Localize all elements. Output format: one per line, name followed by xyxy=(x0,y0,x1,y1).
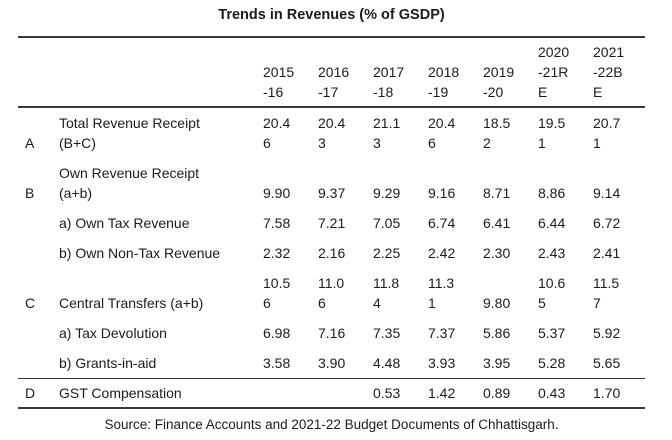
cell-value: 3.58 xyxy=(263,355,291,371)
cell-value: 7.16 xyxy=(318,325,346,341)
table-row-own-non-tax-revenue: b) Own Non-Tax Revenue 2.32 2.16 2.25 2.… xyxy=(18,238,645,268)
cell-value: 2.25 xyxy=(373,245,401,261)
cell-value: 7.37 xyxy=(428,325,456,341)
cell-value: 9.16 xyxy=(428,185,456,201)
cell-value: 7.35 xyxy=(373,325,401,341)
cell-value: 20.4 6 xyxy=(263,115,291,151)
cell-value: 5.28 xyxy=(538,355,566,371)
col-header-2019-20: 2019 -20 xyxy=(483,64,515,100)
row-label: Own Revenue Receipt (a+b) xyxy=(59,165,200,201)
table-row-gst-compensation: D GST Compensation 0.53 1.42 0.89 0.43 1… xyxy=(18,378,645,409)
cell-value: 6.72 xyxy=(593,215,621,231)
table-row-own-tax-revenue: a) Own Tax Revenue 7.58 7.21 7.05 6.74 6… xyxy=(18,208,645,238)
cell-value: 2.41 xyxy=(593,245,621,261)
cell-value: 9.29 xyxy=(373,185,401,201)
table-row-own-revenue-receipt: B Own Revenue Receipt (a+b) 9.90 9.37 9.… xyxy=(18,158,645,208)
row-key: C xyxy=(25,295,36,311)
cell-value: 0.53 xyxy=(373,385,401,401)
row-label: b) Grants-in-aid xyxy=(59,355,157,371)
col-header-2020-21re: 2020 -21R E xyxy=(538,44,570,100)
row-key xyxy=(18,238,59,268)
cell-value: 9.14 xyxy=(593,185,621,201)
cell-value: 3.90 xyxy=(318,355,346,371)
cell-value xyxy=(260,379,315,409)
cell-value: 5.86 xyxy=(483,325,511,341)
cell-value: 1.70 xyxy=(593,385,621,401)
table-row-tax-devolution: a) Tax Devolution 6.98 7.16 7.35 7.37 5.… xyxy=(18,318,645,348)
header-key-blank xyxy=(18,37,59,107)
row-key xyxy=(18,348,59,379)
cell-value: 3.95 xyxy=(483,355,511,371)
cell-value: 2.42 xyxy=(428,245,456,261)
cell-value: 11.0 6 xyxy=(318,275,345,311)
cell-value: 2.32 xyxy=(263,245,291,261)
cell-value: 20.4 3 xyxy=(318,115,346,151)
revenue-table: 2015 -16 2016 -17 2017 -18 2018 -19 2019… xyxy=(18,36,645,409)
cell-value: 10.6 5 xyxy=(538,275,566,311)
table-row-grants-in-aid: b) Grants-in-aid 3.58 3.90 4.48 3.93 3.9… xyxy=(18,348,645,379)
cell-value: 11.3 1 xyxy=(428,275,455,311)
cell-value: 18.5 2 xyxy=(483,115,511,151)
cell-value: 6.98 xyxy=(263,325,291,341)
cell-value: 8.86 xyxy=(538,185,566,201)
cell-value: 6.41 xyxy=(483,215,511,231)
cell-value: 7.05 xyxy=(373,215,401,231)
row-label: a) Own Tax Revenue xyxy=(59,215,190,231)
col-header-2016-17: 2016 -17 xyxy=(318,64,350,100)
cell-value: 2.16 xyxy=(318,245,346,261)
cell-value: 9.80 xyxy=(483,295,511,311)
row-key: D xyxy=(25,385,36,401)
cell-value: 6.44 xyxy=(538,215,566,231)
row-label: b) Own Non-Tax Revenue xyxy=(59,245,221,261)
cell-value: 20.7 1 xyxy=(593,115,621,151)
table-title: Trends in Revenues (% of GSDP) xyxy=(218,7,445,23)
cell-value: 3.93 xyxy=(428,355,456,371)
cell-value: 10.5 6 xyxy=(263,275,291,311)
cell-value: 5.65 xyxy=(593,355,621,371)
cell-value: 20.4 6 xyxy=(428,115,456,151)
cell-value: 4.48 xyxy=(373,355,401,371)
cell-value: 6.74 xyxy=(428,215,456,231)
table-row-total-revenue-receipt: A Total Revenue Receipt (B+C) 20.4 6 20.… xyxy=(18,107,645,158)
row-key: A xyxy=(25,135,35,151)
header-row: 2015 -16 2016 -17 2017 -18 2018 -19 2019… xyxy=(18,37,645,107)
cell-value: 5.92 xyxy=(593,325,621,341)
row-label: Central Transfers (a+b) xyxy=(59,295,204,311)
header-label-blank xyxy=(59,37,260,107)
col-header-2018-19: 2018 -19 xyxy=(428,64,460,100)
cell-value: 9.37 xyxy=(318,185,346,201)
cell-value: 8.71 xyxy=(483,185,511,201)
row-label: a) Tax Devolution xyxy=(59,325,167,341)
cell-value: 2.43 xyxy=(538,245,566,261)
cell-value: 11.8 4 xyxy=(373,275,400,311)
source-note: Source: Finance Accounts and 2021-22 Bud… xyxy=(104,417,559,432)
cell-value: 11.5 7 xyxy=(593,275,620,311)
row-key xyxy=(18,318,59,348)
cell-value: 7.21 xyxy=(318,215,346,231)
row-label: Total Revenue Receipt (B+C) xyxy=(59,115,200,151)
cell-value: 7.58 xyxy=(263,215,291,231)
cell-value: 0.89 xyxy=(483,385,511,401)
col-header-2017-18: 2017 -18 xyxy=(373,64,405,100)
cell-value: 19.5 1 xyxy=(538,115,566,151)
col-header-2021-22be: 2021 -22B E xyxy=(593,44,625,100)
cell-value: 2.30 xyxy=(483,245,511,261)
cell-value: 9.90 xyxy=(263,185,291,201)
col-header-2015-16: 2015 -16 xyxy=(263,64,295,100)
cell-value: 21.1 3 xyxy=(373,115,401,151)
cell-value: 0.43 xyxy=(538,385,566,401)
cell-value: 5.37 xyxy=(538,325,566,341)
table-row-central-transfers: C Central Transfers (a+b) 10.5 6 11.0 6 … xyxy=(18,268,645,318)
row-key: B xyxy=(25,185,35,201)
row-key xyxy=(18,208,59,238)
row-label: GST Compensation xyxy=(59,385,182,401)
cell-value xyxy=(315,379,370,409)
cell-value: 1.42 xyxy=(428,385,456,401)
revenue-table-container: 2015 -16 2016 -17 2017 -18 2018 -19 2019… xyxy=(18,36,645,409)
